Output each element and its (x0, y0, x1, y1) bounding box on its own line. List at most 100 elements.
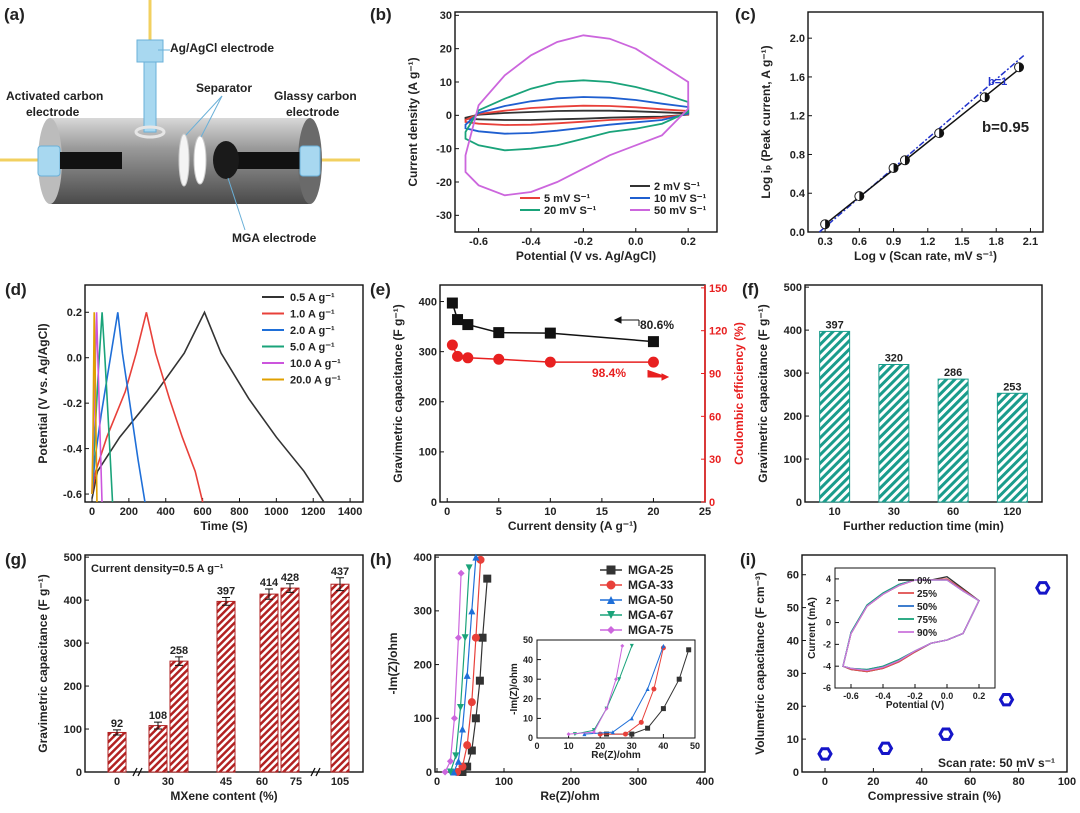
data-point-half (984, 92, 990, 102)
y-tick-label: 500 (784, 282, 802, 294)
panel-label: (a) (4, 5, 25, 24)
x-tick-label: 75 (290, 776, 302, 788)
chart-i: (i)0 20 40 60 80 1000102030405060Compressive … (740, 550, 1076, 803)
marker-circle (493, 353, 505, 365)
x-tick-label: 10 (564, 741, 574, 751)
marker-square (629, 731, 635, 737)
y-tick-label: 100 (414, 713, 432, 725)
annotation: Scan rate: 50 mV s⁻¹ (938, 756, 1055, 770)
y-tick-label: 400 (414, 552, 432, 564)
marker-square (493, 327, 505, 339)
x-tick-label: 10 (544, 506, 556, 518)
y-tick-label: 200 (784, 411, 802, 423)
x-axis-label: Time (S) (200, 519, 247, 533)
marker-triangle (472, 553, 480, 561)
marker-circle (647, 356, 659, 368)
y2-tick-label: 30 (709, 454, 721, 466)
y-axis-label: Volumetric capacitance (F cm⁻³) (753, 572, 767, 755)
glassy-carbon-electrode-cap (299, 145, 321, 177)
legend-label: 90% (917, 628, 937, 639)
marker-diamond (454, 634, 462, 642)
y-tick-label: -0.4 (63, 443, 83, 455)
legend-label: 20 mV S⁻¹ (544, 205, 597, 217)
label-glassy-carbon-2: electrode (286, 105, 340, 119)
x-tick-label: -0.6 (469, 236, 488, 248)
y-tick-label: 20 (440, 44, 452, 56)
marker-triangle (629, 716, 634, 721)
x-tick-label: 0 (822, 776, 828, 788)
marker-square (606, 565, 616, 575)
marker-diamond (441, 768, 449, 776)
fit-line (822, 68, 1020, 227)
bar (280, 587, 300, 773)
chart-d: (d) 0 200 400 600 800 1000 1200 1400 -0.6 -0.4 -0.2… (5, 280, 364, 533)
x-tick-label: -0.2 (907, 691, 923, 701)
bar (148, 725, 168, 773)
marker-square (647, 336, 659, 348)
label-activated-carbon-2: electrode (26, 105, 80, 119)
error-bar (222, 597, 230, 606)
y-tick-label: 0 (446, 110, 452, 122)
bar (169, 660, 189, 773)
x-tick-label: 20 (647, 506, 659, 518)
x-tick-label: -0.2 (574, 236, 593, 248)
y-tick-label: 100 (64, 724, 82, 736)
x-tick-label: 1000 (264, 506, 288, 518)
y-tick-label: 200 (414, 659, 432, 671)
error-bar (286, 583, 294, 593)
plot-frame (454, 11, 718, 233)
bar (878, 363, 910, 503)
marker-circle (471, 633, 480, 642)
x-tick-label: 60 (256, 776, 268, 788)
x-tick-label: 0 (444, 506, 450, 518)
x-tick-label: 40 (916, 776, 928, 788)
x-tick-label: 20 (867, 776, 879, 788)
cv-curve (842, 579, 980, 672)
marker-triangle (458, 725, 466, 733)
x-tick-label: 400 (157, 506, 175, 518)
y-tick-label: 0 (796, 497, 802, 509)
plot-frame (84, 284, 364, 503)
fit-label: b=0.95 (982, 119, 1029, 136)
marker-circle (467, 698, 476, 707)
marker-square (478, 633, 487, 642)
marker-circle (458, 762, 467, 771)
x-axis-label: Further reduction time (min) (843, 519, 1004, 533)
x-tick-label: 10 (829, 506, 841, 518)
y-axis-label: Current density (A g⁻¹) (406, 57, 420, 186)
y-axis-label: Gravimetric capacitance (F g⁻¹) (756, 304, 770, 482)
y-tick-label: 10 (523, 714, 533, 724)
activated-carbon-electrode (60, 152, 122, 169)
chart-b: (b) -0.6 -0.4 -0.2 0.0 0.2 -30 -20 -10 0 10 20 30 Pot… (370, 5, 718, 263)
reference-label: b=1 (988, 76, 1007, 88)
marker-triangle (450, 768, 458, 776)
marker-hexagon (817, 747, 833, 761)
marker-hexagon (1035, 581, 1051, 595)
x-tick-label: 30 (627, 741, 637, 751)
reference-electrode (143, 61, 157, 133)
arrow-left-icon (613, 316, 640, 326)
chart-h: (h)0 100 200 300 4000100200300400Re(Z)/ohm-I… (370, 550, 714, 803)
x-tick-label: 60 (964, 776, 976, 788)
bar-value-label: 428 (281, 572, 299, 584)
series-line (444, 573, 462, 773)
y-tick-label: 400 (419, 296, 437, 308)
marker-circle (452, 350, 464, 362)
legend-label: 0.5 A g⁻¹ (290, 292, 335, 304)
x-tick-label: 300 (629, 776, 647, 788)
marker-square (660, 706, 666, 712)
data-point-half (893, 163, 899, 173)
legend-label: 5 mV S⁻¹ (544, 193, 590, 205)
x-tick-label: 105 (331, 776, 349, 788)
marker-triangle (582, 732, 587, 737)
x-tick-label: 600 (193, 506, 211, 518)
data-point-half (939, 128, 944, 138)
x-tick-label: 15 (596, 506, 608, 518)
y-tick-label: 300 (784, 368, 802, 380)
label-agagcl: Ag/AgCl electrode (170, 41, 274, 55)
legend-label: 2.0 A g⁻¹ (290, 325, 335, 337)
y-tick-label: -0.2 (63, 398, 82, 410)
x-tick-label: 0.9 (886, 236, 901, 248)
x-tick-label: 1400 (338, 506, 362, 518)
